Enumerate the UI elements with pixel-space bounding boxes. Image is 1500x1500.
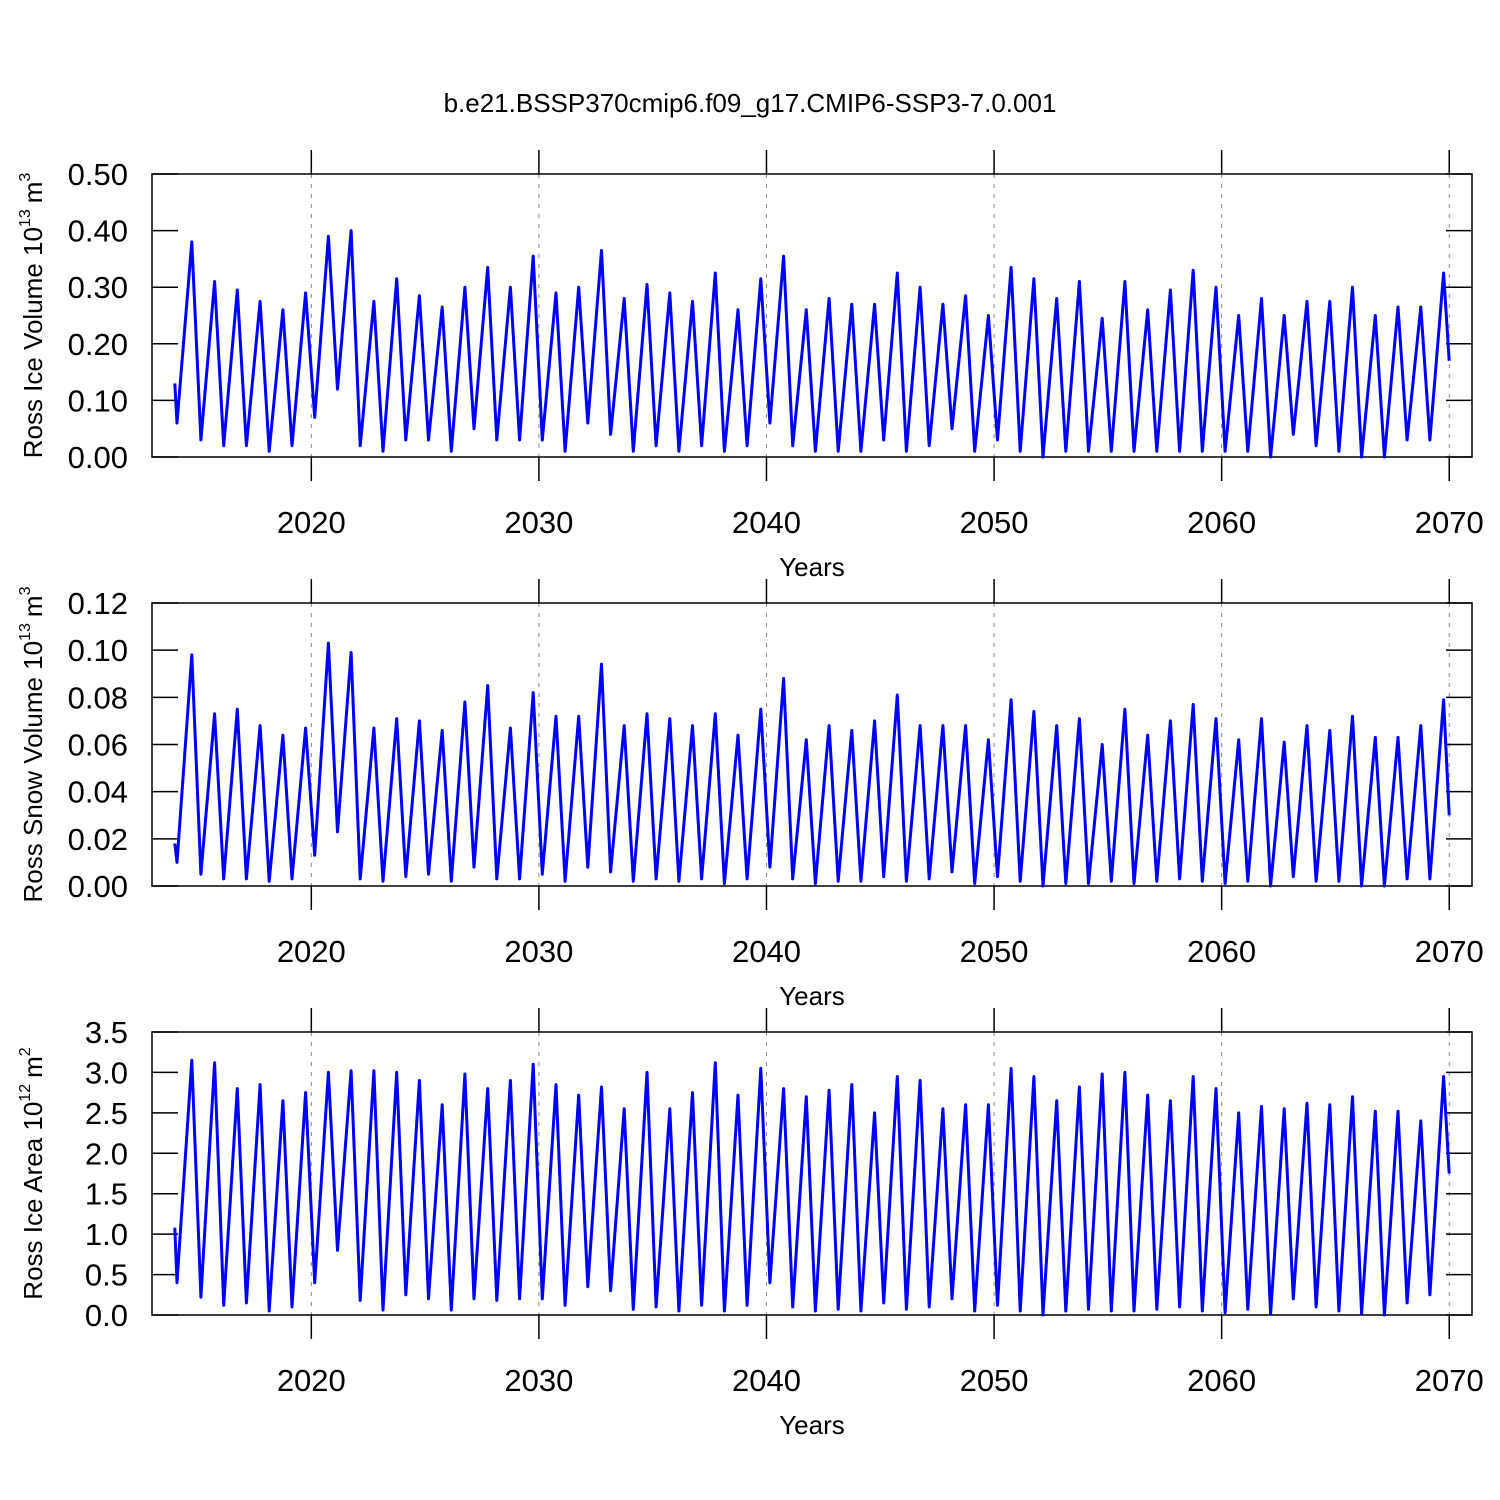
y-axis-title-part: m: [18, 182, 48, 204]
x-tick-label: 2060: [1187, 934, 1256, 969]
x-axis-title: Years: [779, 1410, 845, 1440]
y-axis-title-part: m: [18, 1056, 48, 1078]
y-tick-label: 0.02: [68, 822, 128, 857]
figure-title: b.e21.BSSP370cmip6.f09_g17.CMIP6-SSP3-7.…: [444, 88, 1057, 118]
series-line: [173, 229, 1451, 459]
x-tick-label: 2040: [732, 505, 801, 540]
y-tick-label: 2.5: [85, 1096, 128, 1131]
y-tick-label: 0.0: [85, 1298, 128, 1333]
y-tick-label: 0.12: [68, 586, 128, 621]
x-axis-title: Years: [779, 552, 845, 582]
plot-frame: [151, 1031, 1473, 1316]
x-tick-label: 2030: [504, 1363, 573, 1398]
y-axis-title-part: 2: [17, 1047, 34, 1056]
y-tick-label: 1.0: [85, 1217, 128, 1252]
y-axis-title-part: m: [18, 595, 48, 617]
y-axis-title-part: Ross Ice Area 10: [18, 1102, 48, 1300]
y-axis-title-part: 13: [17, 623, 34, 641]
y-tick-label: 0.00: [68, 869, 128, 904]
x-tick-label: 2050: [960, 934, 1029, 969]
x-tick-label: 2060: [1187, 505, 1256, 540]
x-tick-label: 2020: [277, 934, 346, 969]
y-tick-label: 0.06: [68, 728, 128, 763]
x-tick-label: 2020: [277, 1363, 346, 1398]
y-tick-label: 2.0: [85, 1136, 128, 1171]
y-axis-title-part: Ross Ice Volume 10: [18, 227, 48, 458]
y-axis-title: Ross Ice Volume 1013 m3: [17, 173, 48, 459]
y-tick-label: 0.08: [68, 680, 128, 715]
plot-frame: [151, 602, 1473, 887]
y-tick-label: 0.40: [68, 214, 128, 249]
x-axis-title: Years: [779, 981, 845, 1011]
x-tick-label: 2040: [732, 934, 801, 969]
x-tick-label: 2050: [960, 505, 1029, 540]
y-tick-label: 0.20: [68, 327, 128, 362]
y-tick-label: 1.5: [85, 1177, 128, 1212]
y-tick-label: 0.50: [68, 157, 128, 192]
y-tick-label: 0.5: [85, 1258, 128, 1293]
y-tick-label: 0.04: [68, 775, 128, 810]
y-axis-title-part: Ross Snow Volume 10: [18, 641, 48, 903]
x-tick-label: 2050: [960, 1363, 1029, 1398]
y-tick-label: 3.5: [85, 1015, 128, 1050]
series-line: [173, 641, 1451, 888]
x-tick-label: 2070: [1415, 505, 1484, 540]
y-tick-label: 0.00: [68, 440, 128, 475]
y-axis-title-part: 3: [17, 173, 34, 182]
plot-frame: [151, 173, 1473, 458]
y-axis-title-part: 3: [17, 586, 34, 595]
x-tick-label: 2030: [504, 505, 573, 540]
x-tick-label: 2040: [732, 1363, 801, 1398]
x-tick-label: 2070: [1415, 1363, 1484, 1398]
y-tick-label: 0.10: [68, 383, 128, 418]
y-tick-label: 0.30: [68, 270, 128, 305]
series-line: [173, 1058, 1451, 1317]
y-tick-label: 3.0: [85, 1055, 128, 1090]
x-tick-label: 2030: [504, 934, 573, 969]
x-tick-label: 2070: [1415, 934, 1484, 969]
y-axis-title: Ross Ice Area 1012 m2: [17, 1047, 48, 1299]
y-axis-title-part: 13: [17, 209, 34, 227]
x-tick-label: 2060: [1187, 1363, 1256, 1398]
y-axis-title: Ross Snow Volume 1013 m3: [17, 586, 48, 902]
x-tick-label: 2020: [277, 505, 346, 540]
y-tick-label: 0.10: [68, 633, 128, 668]
y-axis-title-part: 12: [17, 1084, 34, 1102]
